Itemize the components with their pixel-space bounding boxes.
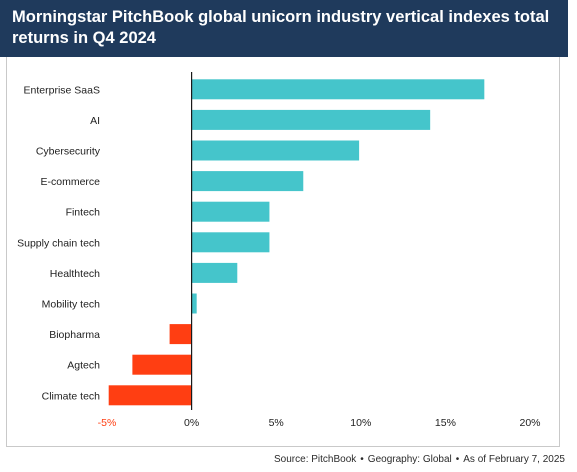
bar-e-commerce xyxy=(191,171,304,192)
category-label: Fintech xyxy=(66,207,101,219)
bar-cybersecurity xyxy=(191,140,360,161)
x-tick-label: 10% xyxy=(350,417,371,429)
category-label: Mobility tech xyxy=(42,299,101,311)
bar-biopharma xyxy=(169,324,192,345)
x-tick-label: 15% xyxy=(435,417,456,429)
bars-group xyxy=(108,79,485,406)
x-tick-labels: -5% 0% 5% 10% 15% 20% xyxy=(98,417,541,429)
footer-date: As of February 7, 2025 xyxy=(463,454,565,465)
category-label: Cybersecurity xyxy=(36,146,101,158)
footer-geography: Geography: Global xyxy=(367,454,452,465)
category-label: Climate tech xyxy=(42,390,101,402)
category-label: AI xyxy=(90,115,100,127)
category-label: Agtech xyxy=(67,360,100,372)
category-label: E-commerce xyxy=(40,176,100,188)
bar-enterprise-saas xyxy=(191,79,485,100)
bar-supply-chain-tech xyxy=(191,232,270,253)
category-label: Healthtech xyxy=(50,268,100,280)
chart-footer: Source: PitchBook • Geography: Global • As o… xyxy=(274,454,565,465)
category-label: Supply chain tech xyxy=(17,237,100,249)
footer-separator: • xyxy=(455,454,460,465)
x-tick-label: 5% xyxy=(269,417,284,429)
category-labels: Enterprise SaaS AI Cybersecurity E-commerce… xyxy=(17,84,101,402)
footer-separator: • xyxy=(360,454,364,465)
x-tick-label: 20% xyxy=(519,417,540,429)
bar-ai xyxy=(191,109,431,130)
bar-agtech xyxy=(132,354,192,375)
category-label: Biopharma xyxy=(49,329,100,341)
bar-healthtech xyxy=(191,262,238,283)
bar-fintech xyxy=(191,201,270,222)
x-tick-label: 0% xyxy=(184,417,199,429)
x-tick-label: -5% xyxy=(98,417,117,429)
footer-source: Source: PitchBook xyxy=(274,454,357,465)
chart-title: Morningstar PitchBook global unicorn ind… xyxy=(0,0,568,57)
category-label: Enterprise SaaS xyxy=(24,84,100,96)
bar-mobility-tech xyxy=(191,293,197,314)
bar-climate-tech xyxy=(108,385,192,406)
